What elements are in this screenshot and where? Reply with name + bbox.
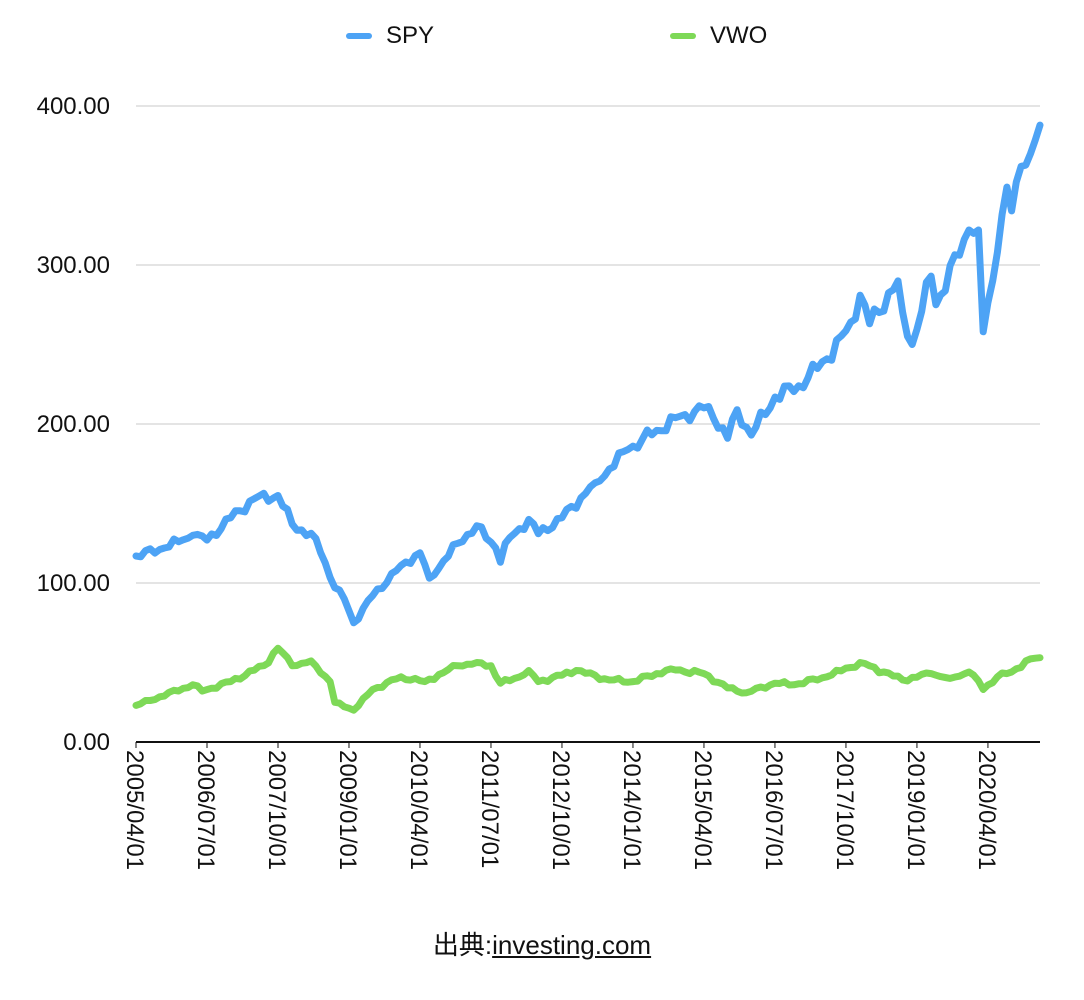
x-tick-label: 2009/01/01 <box>334 750 361 870</box>
y-tick-label: 100.00 <box>37 570 110 597</box>
legend: SPY VWO <box>0 22 1084 58</box>
source-prefix: 出典: <box>432 930 493 960</box>
y-tick-label: 200.00 <box>37 411 110 438</box>
x-tick-label: 2011/07/01 <box>476 750 503 868</box>
y-axis-ticks: 0.00 100.00 200.00 300.00 400.00 <box>37 93 110 756</box>
x-tick-label: 2016/07/01 <box>760 750 787 870</box>
legend-swatch-spy <box>346 33 372 39</box>
y-tick-label: 400.00 <box>37 93 110 120</box>
legend-item-spy: SPY <box>346 22 434 50</box>
legend-label-vwo: VWO <box>710 22 768 49</box>
legend-item-vwo: VWO <box>670 22 767 50</box>
y-tick-label: 0.00 <box>63 729 110 756</box>
x-tick-label: 2014/01/01 <box>618 750 645 870</box>
x-tick-label: 2017/10/01 <box>831 750 858 870</box>
x-tick-label: 2010/04/01 <box>405 750 432 870</box>
x-axis-ticks: 2005/04/01 2006/07/01 2007/10/01 2009/01/01… <box>121 742 1000 870</box>
source-caption: 出典:investing.com <box>0 925 1084 962</box>
legend-swatch-vwo <box>670 33 696 39</box>
x-tick-label: 2020/04/01 <box>973 750 1000 870</box>
x-tick-label: 2012/10/01 <box>547 750 574 870</box>
source-link[interactable]: investing.com <box>492 930 652 960</box>
x-tick-label: 2019/01/01 <box>902 750 929 870</box>
legend-label-spy: SPY <box>386 22 435 49</box>
series-line-spy <box>132 121 1044 627</box>
x-tick-label: 2006/07/01 <box>192 750 219 870</box>
y-tick-label: 300.00 <box>37 252 110 279</box>
series-line-vwo <box>132 644 1044 714</box>
x-tick-label: 2015/04/01 <box>689 750 716 870</box>
series-lines <box>132 121 1044 714</box>
x-tick-label: 2007/10/01 <box>263 750 290 870</box>
grid-lines <box>136 105 1040 584</box>
x-tick-label: 2005/04/01 <box>121 750 148 870</box>
